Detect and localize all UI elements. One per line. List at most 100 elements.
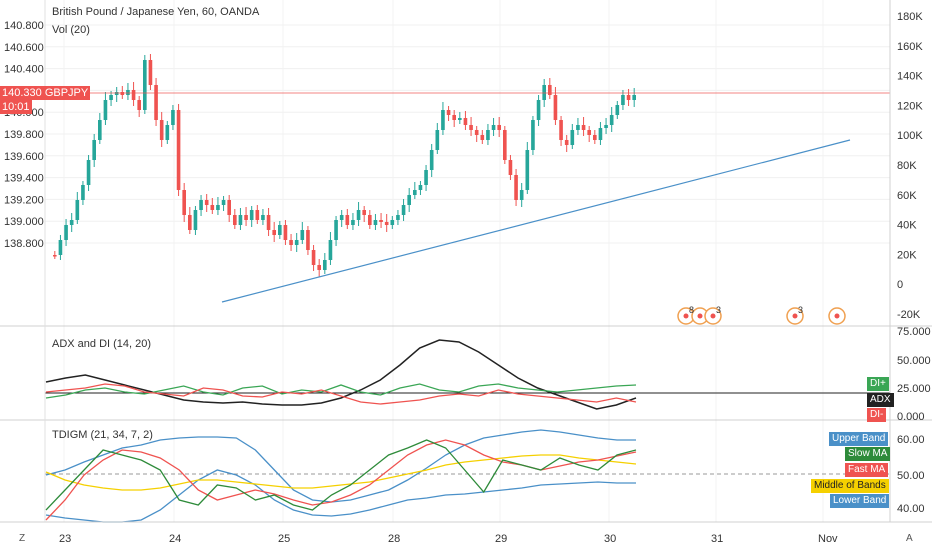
- candle-body: [356, 210, 361, 220]
- candle-body: [604, 125, 608, 128]
- price-tick: 140.600: [4, 42, 44, 54]
- candle-body: [278, 225, 282, 235]
- candle-body: [188, 215, 192, 230]
- candle-body: [317, 265, 321, 270]
- lower-band-tag: Lower Band: [830, 494, 890, 508]
- candle-body: [384, 222, 389, 225]
- countdown-label: 10:01: [0, 100, 32, 114]
- candle-body: [503, 130, 507, 160]
- time-tick: 24: [169, 533, 181, 545]
- time-tick: 31: [711, 533, 723, 545]
- candle-body: [458, 118, 462, 120]
- fast-ma-tag: Fast MA: [845, 463, 889, 477]
- candle-body: [581, 125, 586, 130]
- candle-body: [199, 200, 203, 210]
- candle-body: [323, 260, 327, 270]
- event-badge-count: 3: [798, 305, 803, 315]
- candle-body: [58, 240, 63, 255]
- candle-body: [193, 210, 198, 230]
- price-tick: 139.600: [4, 151, 44, 163]
- upper-band-line: [45, 429, 636, 503]
- candle-body: [401, 205, 406, 215]
- candle-body: [261, 215, 265, 220]
- zoom-button[interactable]: Z: [19, 533, 26, 544]
- upper-band-tag: Upper Band: [829, 432, 889, 446]
- volume-label[interactable]: Vol (20): [52, 24, 90, 36]
- candle-body: [351, 220, 355, 225]
- time-tick: 25: [278, 533, 290, 545]
- candle-body: [413, 190, 417, 195]
- candle-body: [424, 170, 428, 185]
- price-tick: 139.200: [4, 194, 44, 206]
- candle-body: [311, 250, 316, 265]
- candle-body: [531, 120, 535, 150]
- candle-body: [508, 160, 513, 175]
- candle-body: [345, 215, 350, 225]
- last-price: 140.330: [2, 87, 42, 99]
- time-tick: 23: [59, 533, 71, 545]
- event-badge-count: 8: [689, 305, 694, 315]
- candle-body: [216, 205, 220, 210]
- candle-body: [233, 215, 237, 225]
- candle-body: [418, 185, 423, 190]
- candle-body: [306, 230, 310, 250]
- candle-body: [171, 110, 175, 125]
- price-tick: 139.000: [4, 216, 44, 228]
- volume-tick: 40K: [897, 220, 917, 232]
- candle-body: [75, 200, 80, 220]
- di-minus-tag: DI-: [867, 408, 887, 422]
- candle-body: [429, 150, 434, 170]
- tdigm-title[interactable]: TDIGM (21, 34, 7, 2): [52, 429, 153, 441]
- candle-body: [339, 215, 344, 220]
- candle-body: [514, 175, 518, 200]
- candle-body: [154, 85, 158, 120]
- time-tick: 28: [388, 533, 400, 545]
- candle-body: [553, 95, 558, 120]
- di-plus-line: [45, 383, 637, 399]
- candle-body: [548, 85, 552, 95]
- di-minus-line: [45, 383, 637, 405]
- candle-body: [519, 190, 524, 200]
- candle-body: [249, 210, 254, 220]
- event-badge-dot: [683, 313, 689, 319]
- candle-body: [390, 220, 395, 225]
- candle-body: [182, 190, 186, 215]
- candle-body: [137, 100, 141, 110]
- candle-body: [536, 100, 541, 120]
- candle-body: [294, 240, 299, 245]
- candle-body: [632, 95, 636, 100]
- event-badges[interactable]: 8 3 3: [677, 305, 846, 325]
- symbol-tag: GBPJPY: [44, 87, 89, 99]
- candle-body: [103, 100, 108, 120]
- fast-ma-line: [45, 439, 637, 521]
- adx-title[interactable]: ADX and DI (14, 20): [52, 338, 152, 350]
- candle-body: [69, 220, 74, 225]
- candle-body: [328, 240, 333, 260]
- candle-body: [289, 240, 293, 245]
- di-plus-tag: DI+: [867, 377, 889, 391]
- candle-body: [165, 125, 170, 140]
- candle-body: [159, 120, 164, 140]
- candle-body: [300, 230, 305, 240]
- candle-body: [497, 125, 501, 130]
- price-tick: 139.400: [4, 173, 44, 185]
- trendline: [221, 139, 851, 303]
- auto-scale-button[interactable]: A: [906, 533, 913, 544]
- candle-body: [564, 140, 569, 145]
- tdigm-lines: [45, 429, 890, 523]
- overlay-lines: [45, 92, 890, 303]
- candle-body: [283, 225, 288, 240]
- candle-body: [244, 215, 248, 220]
- candle-body: [396, 215, 400, 220]
- time-tick: Nov: [818, 533, 838, 545]
- adx-tick: 25.000: [897, 383, 931, 395]
- candle-body: [334, 220, 338, 240]
- candle-body: [446, 110, 451, 115]
- candle-body: [491, 125, 496, 130]
- candle-body: [441, 110, 445, 130]
- candle-body: [272, 230, 276, 235]
- event-badge-dot: [710, 313, 716, 319]
- volume-tick: 140K: [897, 71, 923, 83]
